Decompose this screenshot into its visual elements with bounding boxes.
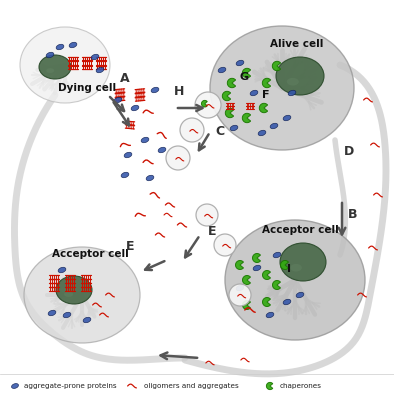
Ellipse shape bbox=[290, 264, 302, 272]
Text: G: G bbox=[240, 72, 249, 82]
Ellipse shape bbox=[250, 90, 258, 96]
Polygon shape bbox=[273, 280, 281, 290]
Polygon shape bbox=[201, 100, 207, 107]
Polygon shape bbox=[227, 78, 236, 88]
Text: Acceptor cell: Acceptor cell bbox=[262, 225, 338, 235]
Text: I: I bbox=[287, 264, 291, 274]
Ellipse shape bbox=[253, 265, 261, 271]
Text: aggregate-prone proteins: aggregate-prone proteins bbox=[24, 383, 117, 389]
Ellipse shape bbox=[166, 146, 190, 170]
Ellipse shape bbox=[230, 125, 238, 131]
Polygon shape bbox=[222, 91, 230, 101]
Polygon shape bbox=[262, 298, 270, 306]
Text: Acceptor cell: Acceptor cell bbox=[52, 249, 128, 259]
Ellipse shape bbox=[266, 312, 274, 318]
Ellipse shape bbox=[214, 234, 236, 256]
Polygon shape bbox=[266, 382, 273, 390]
Ellipse shape bbox=[225, 220, 365, 340]
Text: E: E bbox=[208, 225, 216, 238]
Ellipse shape bbox=[69, 42, 77, 48]
Ellipse shape bbox=[258, 130, 266, 136]
Ellipse shape bbox=[11, 384, 19, 388]
Polygon shape bbox=[281, 260, 288, 270]
Ellipse shape bbox=[270, 123, 278, 129]
Ellipse shape bbox=[39, 55, 71, 79]
Ellipse shape bbox=[195, 92, 221, 118]
Ellipse shape bbox=[56, 276, 92, 304]
Ellipse shape bbox=[121, 172, 129, 178]
Ellipse shape bbox=[229, 284, 251, 306]
Polygon shape bbox=[242, 300, 251, 310]
Polygon shape bbox=[259, 103, 268, 113]
Ellipse shape bbox=[141, 137, 149, 143]
Text: B: B bbox=[348, 208, 357, 221]
Ellipse shape bbox=[287, 78, 299, 86]
Text: D: D bbox=[344, 145, 354, 158]
Polygon shape bbox=[262, 78, 271, 88]
Ellipse shape bbox=[218, 67, 226, 73]
Ellipse shape bbox=[91, 54, 99, 60]
Ellipse shape bbox=[236, 60, 244, 66]
Ellipse shape bbox=[180, 118, 204, 142]
Polygon shape bbox=[253, 254, 260, 262]
Text: F: F bbox=[262, 90, 269, 100]
Ellipse shape bbox=[64, 291, 73, 297]
Ellipse shape bbox=[283, 299, 291, 305]
Ellipse shape bbox=[276, 57, 324, 95]
Polygon shape bbox=[225, 108, 234, 118]
Ellipse shape bbox=[196, 204, 218, 226]
Text: H: H bbox=[174, 85, 184, 98]
Text: A: A bbox=[120, 72, 130, 85]
Text: C: C bbox=[215, 125, 224, 138]
Text: oligomers and aggregates: oligomers and aggregates bbox=[144, 383, 239, 389]
Ellipse shape bbox=[124, 152, 132, 158]
Ellipse shape bbox=[236, 285, 244, 291]
Ellipse shape bbox=[296, 292, 304, 298]
Ellipse shape bbox=[83, 317, 91, 323]
Ellipse shape bbox=[63, 312, 71, 318]
Ellipse shape bbox=[210, 26, 354, 150]
Text: Alive cell: Alive cell bbox=[270, 39, 324, 49]
Ellipse shape bbox=[46, 52, 54, 58]
Ellipse shape bbox=[273, 252, 281, 258]
Ellipse shape bbox=[46, 68, 54, 73]
Ellipse shape bbox=[96, 67, 104, 73]
Polygon shape bbox=[242, 68, 251, 78]
Ellipse shape bbox=[48, 310, 56, 316]
Ellipse shape bbox=[158, 147, 166, 153]
Polygon shape bbox=[242, 113, 251, 123]
Polygon shape bbox=[236, 260, 243, 270]
Polygon shape bbox=[242, 276, 251, 284]
Ellipse shape bbox=[288, 90, 296, 96]
Ellipse shape bbox=[131, 105, 139, 111]
Ellipse shape bbox=[280, 243, 326, 281]
Polygon shape bbox=[262, 270, 270, 280]
Ellipse shape bbox=[24, 247, 140, 343]
Ellipse shape bbox=[58, 267, 66, 273]
Ellipse shape bbox=[114, 97, 122, 103]
Ellipse shape bbox=[20, 27, 110, 103]
Text: chaperones: chaperones bbox=[280, 383, 322, 389]
Text: Dying cell: Dying cell bbox=[58, 83, 116, 93]
Ellipse shape bbox=[283, 115, 291, 121]
Ellipse shape bbox=[56, 44, 64, 50]
Polygon shape bbox=[272, 61, 281, 71]
Text: E: E bbox=[126, 240, 134, 253]
Ellipse shape bbox=[146, 175, 154, 181]
Ellipse shape bbox=[151, 87, 159, 93]
